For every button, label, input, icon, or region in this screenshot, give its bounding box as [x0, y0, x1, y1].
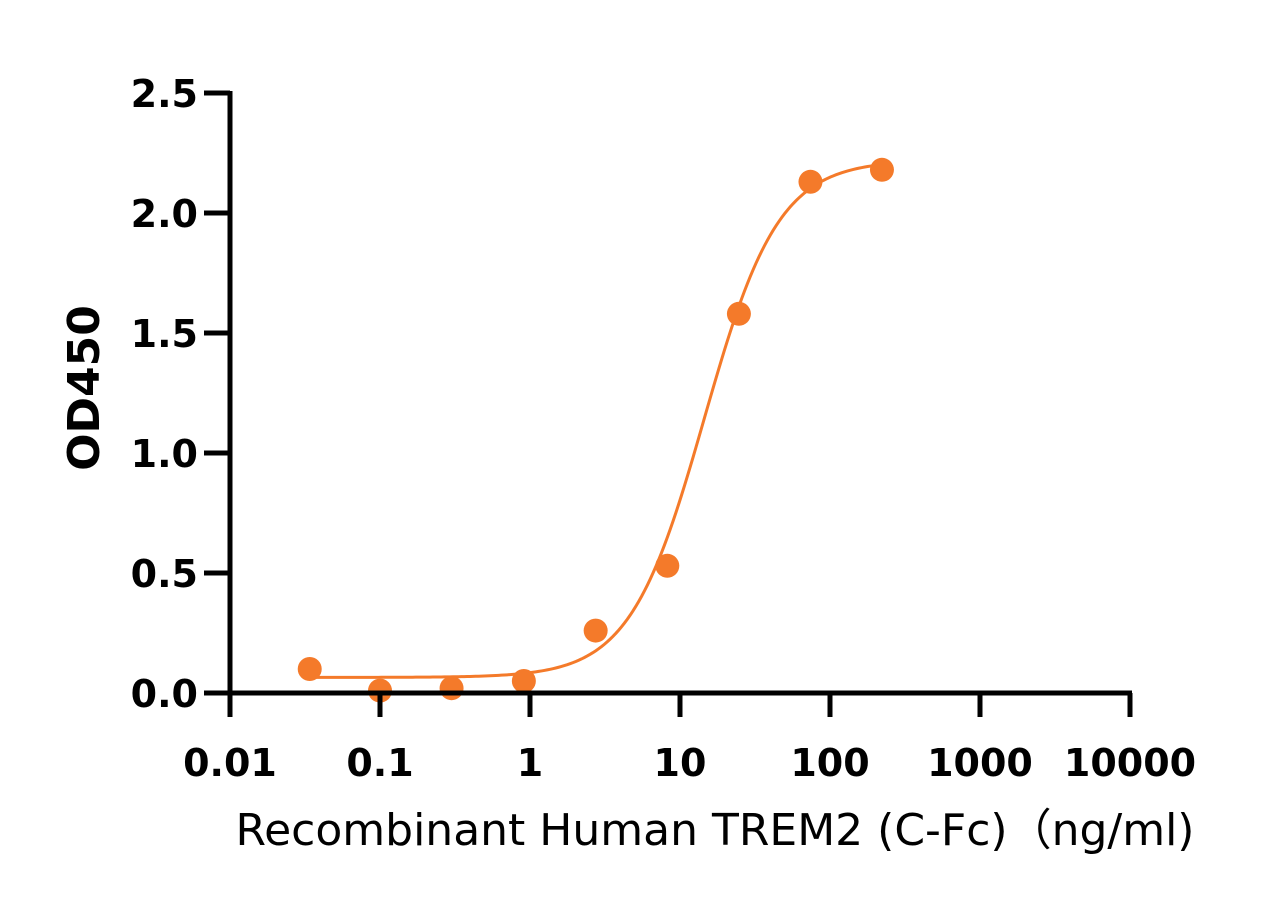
- y-tick-label: 0.5: [131, 552, 198, 596]
- data-point: [297, 657, 322, 681]
- y-tick-label: 1.0: [131, 432, 198, 476]
- x-tick-label: 0.1: [346, 741, 413, 785]
- data-point: [869, 157, 894, 182]
- x-axis-title: Recombinant Human TREM2 (C-Fc)（ng/ml): [236, 805, 1195, 856]
- data-point: [511, 669, 536, 693]
- y-axis-title: OD450: [59, 305, 110, 471]
- y-tick-label: 0.0: [131, 672, 198, 716]
- x-axis: 0.01 0.1 1 10 100 1000 10000: [183, 690, 1196, 785]
- x-tick-label: 100: [790, 741, 869, 785]
- y-tick-label: 2.5: [131, 72, 198, 116]
- y-tick-label: 1.5: [131, 312, 198, 356]
- data-points: [297, 157, 894, 703]
- data-point: [798, 169, 823, 194]
- x-tick-label: 0.01: [183, 741, 277, 785]
- x-tick-label: 10000: [1064, 741, 1196, 785]
- y-axis: 0.0 0.5 1.0 1.5 2.0 2.5: [131, 72, 233, 716]
- data-point: [655, 553, 680, 578]
- plot-area: [297, 157, 894, 703]
- x-tick-label: 10: [654, 741, 707, 785]
- x-tick-label: 1: [517, 741, 543, 785]
- y-tick-label: 2.0: [131, 192, 198, 236]
- x-tick-label: 1000: [927, 741, 1033, 785]
- y-ticks: 0.0 0.5 1.0 1.5 2.0 2.5: [131, 72, 230, 716]
- x-ticks: 0.01 0.1 1 10 100 1000 10000: [183, 693, 1196, 785]
- data-point: [583, 618, 608, 643]
- data-point: [726, 301, 751, 326]
- fit-curve: [309, 163, 883, 679]
- data-point: [439, 676, 464, 701]
